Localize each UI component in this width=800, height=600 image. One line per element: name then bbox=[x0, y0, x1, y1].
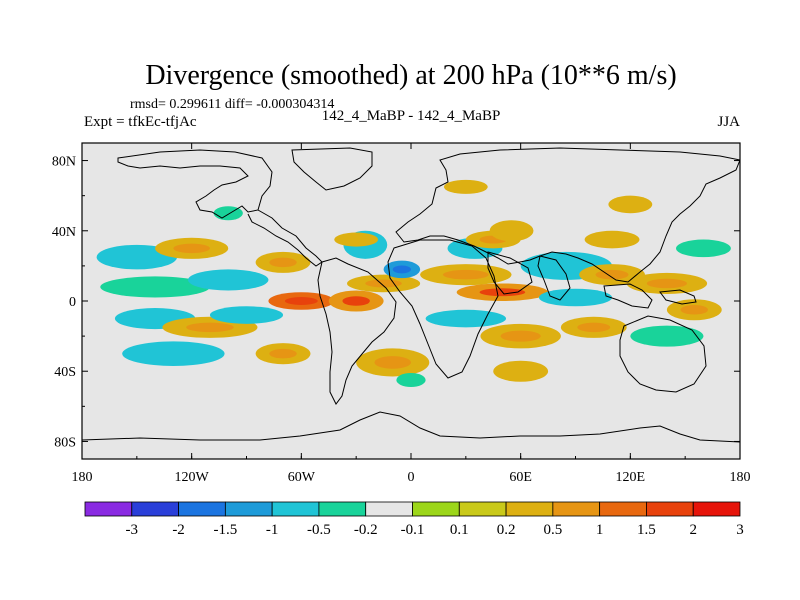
field-blob-core-17 bbox=[442, 269, 489, 280]
field-blob-core-3 bbox=[208, 275, 249, 285]
map-plot-area: 180 120W 60W 0 60E 120E 180 80N 40N 0 40S 80S bbox=[52, 142, 751, 485]
field-blob-core-5 bbox=[284, 297, 318, 305]
field-blob-core-27 bbox=[500, 330, 541, 342]
coastline-antarctica bbox=[82, 411, 740, 443]
colorbar-swatch-4 bbox=[271, 501, 320, 517]
coastline-north-america bbox=[117, 149, 273, 219]
colorbar-label-0: -3 bbox=[126, 522, 139, 538]
coastline-africa bbox=[387, 239, 499, 379]
x-tick-label-5: 120E bbox=[616, 470, 646, 485]
field-blob-15 bbox=[334, 232, 379, 247]
stats-line: rmsd= 0.299611 diff= -0.000304314 bbox=[130, 97, 334, 112]
x-tick-label-3: 0 bbox=[408, 470, 415, 485]
colorbar-swatch-3 bbox=[224, 501, 273, 517]
field-blob-core-10 bbox=[269, 348, 297, 359]
coastline-indonesia bbox=[603, 283, 653, 309]
x-tick-label-1: 120W bbox=[175, 470, 210, 485]
coastline-central-america bbox=[247, 209, 323, 267]
colorbar-label-8: 0.2 bbox=[497, 522, 516, 538]
experiment-label: Expt = tfkEc-tfjAc bbox=[84, 114, 197, 130]
field-blob-core-22 bbox=[543, 259, 590, 273]
comparison-label: 142_4_MaBP - 142_4_MaBP bbox=[322, 108, 501, 124]
field-blob-21 bbox=[489, 220, 534, 242]
field-blob-29 bbox=[630, 325, 704, 347]
field-blob-31 bbox=[676, 239, 731, 258]
field-blob-core-16 bbox=[374, 356, 411, 369]
x-tick-label-6: 180 bbox=[730, 470, 751, 485]
field-blob-37 bbox=[396, 372, 426, 388]
colorbar-swatch-6 bbox=[365, 501, 413, 517]
x-tick-label-4: 60E bbox=[509, 470, 532, 485]
y-tick-label-0: 80N bbox=[52, 155, 76, 170]
field-blob-core-23 bbox=[595, 269, 629, 280]
colorbar-swatch-7 bbox=[412, 501, 460, 517]
colorbar-swatch-0 bbox=[84, 501, 133, 517]
colorbar-swatch-9 bbox=[505, 501, 554, 517]
field-blob-33 bbox=[443, 179, 488, 194]
map-background bbox=[82, 143, 740, 459]
colorbar-label-10: 1 bbox=[596, 522, 604, 538]
field-blob-core-13 bbox=[392, 265, 411, 274]
y-tick-label-3: 40S bbox=[54, 365, 76, 380]
colorbar-swatch-1 bbox=[131, 501, 179, 517]
y-tick-label-2: 0 bbox=[69, 295, 76, 310]
x-tick-label-0: 180 bbox=[72, 470, 93, 485]
coastline-eurasia bbox=[395, 147, 740, 283]
colorbar-swatch-13 bbox=[692, 501, 741, 517]
y-tick-label-4: 80S bbox=[54, 435, 76, 450]
field-blob-core-25 bbox=[557, 293, 594, 302]
colorbar-label-12: 2 bbox=[689, 522, 697, 538]
field-blob-core-4 bbox=[269, 257, 297, 268]
field-blob-core-11 bbox=[342, 296, 370, 306]
field-blob-core-9 bbox=[228, 311, 265, 319]
colorbar-label-5: -0.2 bbox=[354, 522, 378, 538]
colorbar-swatch-8 bbox=[458, 501, 507, 517]
colorbar-label-4: -0.5 bbox=[307, 522, 331, 538]
field-blob-34 bbox=[608, 195, 653, 214]
colorbar-label-11: 1.5 bbox=[637, 522, 656, 538]
field-blob-core-0 bbox=[116, 251, 157, 263]
field-blob-core-6 bbox=[135, 313, 176, 324]
field-blob-36 bbox=[493, 360, 549, 382]
field-blob-core-28 bbox=[577, 322, 611, 333]
colorbar-label-6: -0.1 bbox=[401, 522, 425, 538]
axis-ticks: 180 120W 60W 0 60E 120E 180 80N 40N 0 40S 80S bbox=[52, 143, 751, 485]
continent-outlines bbox=[82, 147, 740, 443]
field-blob-core-24 bbox=[646, 278, 687, 289]
y-tick-label-1: 40N bbox=[52, 225, 76, 240]
colorbar-swatch-5 bbox=[318, 501, 367, 517]
field-blob-core-7 bbox=[147, 348, 199, 360]
colorbar-swatch-11 bbox=[599, 501, 647, 517]
coastline-greenland bbox=[291, 147, 373, 191]
season-label: JJA bbox=[717, 114, 740, 130]
field-blob-core-30 bbox=[680, 305, 709, 315]
colorbar-swatch-12 bbox=[646, 501, 694, 517]
coastline-india bbox=[537, 255, 571, 301]
field-blob-core-1 bbox=[173, 243, 210, 254]
colorbar-label-9: 0.5 bbox=[543, 522, 562, 538]
x-tick-label-2: 60W bbox=[288, 470, 316, 485]
coastline-south-america bbox=[317, 257, 397, 405]
field-blob-32 bbox=[584, 230, 640, 249]
colorbar-label-7: 0.1 bbox=[450, 522, 469, 538]
field-blob-core-26 bbox=[445, 314, 486, 323]
colorbar-label-3: -1 bbox=[266, 522, 279, 538]
colorbar-swatch-10 bbox=[552, 501, 601, 517]
colorbar-swatch-2 bbox=[178, 501, 226, 517]
coastline-australia bbox=[619, 315, 707, 393]
field-blob-core-8 bbox=[186, 322, 234, 333]
colorbar-label-13: 3 bbox=[736, 522, 744, 538]
colorbar: -3 -2 -1.5 -1 -0.5 -0.2 -0.1 0.1 0.2 0.5 1 1.5 2 3 bbox=[84, 501, 744, 538]
coastline-arabia bbox=[487, 251, 533, 295]
colorbar-label-1: -2 bbox=[172, 522, 185, 538]
field-blob-2 bbox=[100, 276, 210, 298]
coastline-new-guinea bbox=[659, 289, 697, 305]
colorbar-label-2: -1.5 bbox=[213, 522, 237, 538]
chart-title: Divergence (smoothed) at 200 hPa (10**6 … bbox=[145, 60, 676, 91]
